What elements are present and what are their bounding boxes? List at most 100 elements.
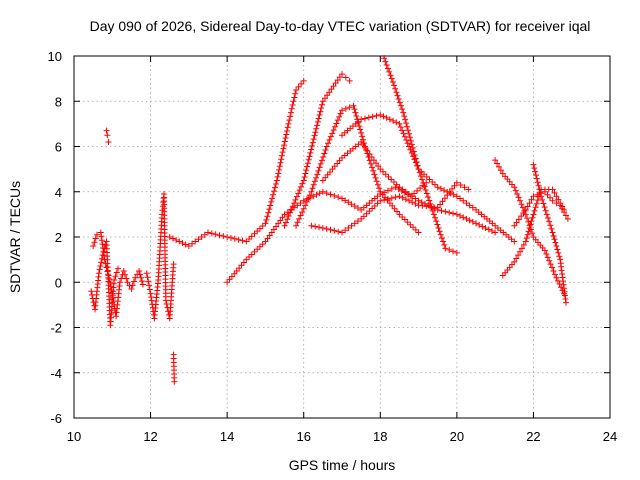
data-point [118, 275, 125, 282]
x-tick-label: 12 [143, 429, 157, 444]
data-point [453, 193, 460, 200]
data-point [357, 126, 364, 133]
data-point [353, 112, 360, 119]
data-point [331, 192, 338, 199]
data-point [316, 224, 323, 231]
data-point [515, 252, 522, 259]
y-tick-label: -2 [50, 321, 62, 336]
data-point [166, 234, 173, 240]
data-point [351, 106, 358, 113]
data-point [418, 199, 425, 206]
data-point [327, 191, 334, 198]
data-point [282, 135, 289, 142]
data-point [390, 179, 397, 186]
data-point [453, 179, 460, 186]
data-point [268, 229, 275, 236]
data-point [511, 222, 518, 229]
data-point [450, 248, 457, 255]
data-point [272, 184, 278, 191]
data-point [363, 210, 370, 217]
y-tick-label: 6 [55, 140, 62, 155]
data-point [170, 264, 177, 271]
data-point [453, 211, 460, 218]
data-point [103, 264, 110, 271]
data-point [366, 208, 373, 215]
data-point [441, 187, 448, 194]
data-point [266, 206, 273, 213]
data-point [293, 193, 300, 200]
data-point [383, 62, 390, 69]
data-point [466, 217, 473, 224]
data-point [556, 253, 563, 260]
data-point [290, 98, 297, 105]
data-point [553, 200, 560, 207]
data-point [342, 227, 349, 234]
data-point [437, 185, 444, 192]
data-point [294, 219, 301, 226]
data-point [543, 250, 550, 257]
data-point [139, 281, 146, 288]
data-point [559, 205, 566, 212]
data-point [549, 264, 556, 271]
data-point [488, 227, 495, 234]
data-point [299, 180, 306, 187]
data-point [465, 186, 472, 193]
data-point [400, 130, 407, 137]
data-point [95, 273, 102, 280]
data-point [263, 216, 270, 223]
data-point [398, 187, 405, 194]
data-point [216, 232, 223, 239]
data-point [279, 149, 286, 156]
data-point [412, 195, 419, 202]
data-point [176, 238, 183, 245]
data-point [423, 173, 430, 180]
data-point [336, 74, 343, 81]
data-point [317, 108, 324, 115]
data-point [555, 249, 562, 256]
data-point [302, 202, 309, 209]
data-point [406, 191, 412, 198]
data-point [348, 201, 355, 208]
data-point [113, 269, 120, 276]
data-point [385, 173, 392, 180]
data-point [417, 185, 424, 192]
data-point [373, 160, 380, 167]
data-point [283, 127, 290, 134]
data-point [148, 294, 155, 301]
y-tick-label: 4 [55, 185, 62, 200]
data-point [528, 218, 535, 225]
data-point [300, 197, 307, 204]
data-point [350, 102, 357, 109]
data-point [220, 233, 227, 240]
data-point [336, 157, 343, 164]
data-point [564, 215, 571, 222]
data-point [508, 261, 515, 268]
data-point [284, 216, 291, 223]
data-point [469, 218, 476, 225]
data-point [265, 209, 272, 216]
data-point [524, 215, 531, 222]
data-point [402, 196, 409, 203]
data-point [93, 231, 100, 238]
data-point [402, 116, 409, 123]
data-point [334, 117, 341, 124]
data-point [105, 138, 112, 145]
data-point [425, 202, 432, 209]
data-point [171, 374, 178, 381]
data-point [446, 209, 453, 216]
data-point [335, 228, 342, 235]
data-point [494, 160, 501, 167]
data-point [278, 156, 285, 163]
data-point [453, 249, 460, 256]
data-point [442, 245, 449, 252]
series-trace-e [224, 179, 430, 286]
data-point [403, 137, 410, 144]
data-point [278, 152, 285, 159]
data-point [400, 109, 407, 116]
data-point [401, 113, 408, 120]
data-point [446, 246, 453, 253]
x-axis-label: GPS time / hours [289, 457, 396, 473]
data-point [414, 187, 421, 194]
data-point [409, 199, 416, 206]
data-point [546, 218, 553, 225]
